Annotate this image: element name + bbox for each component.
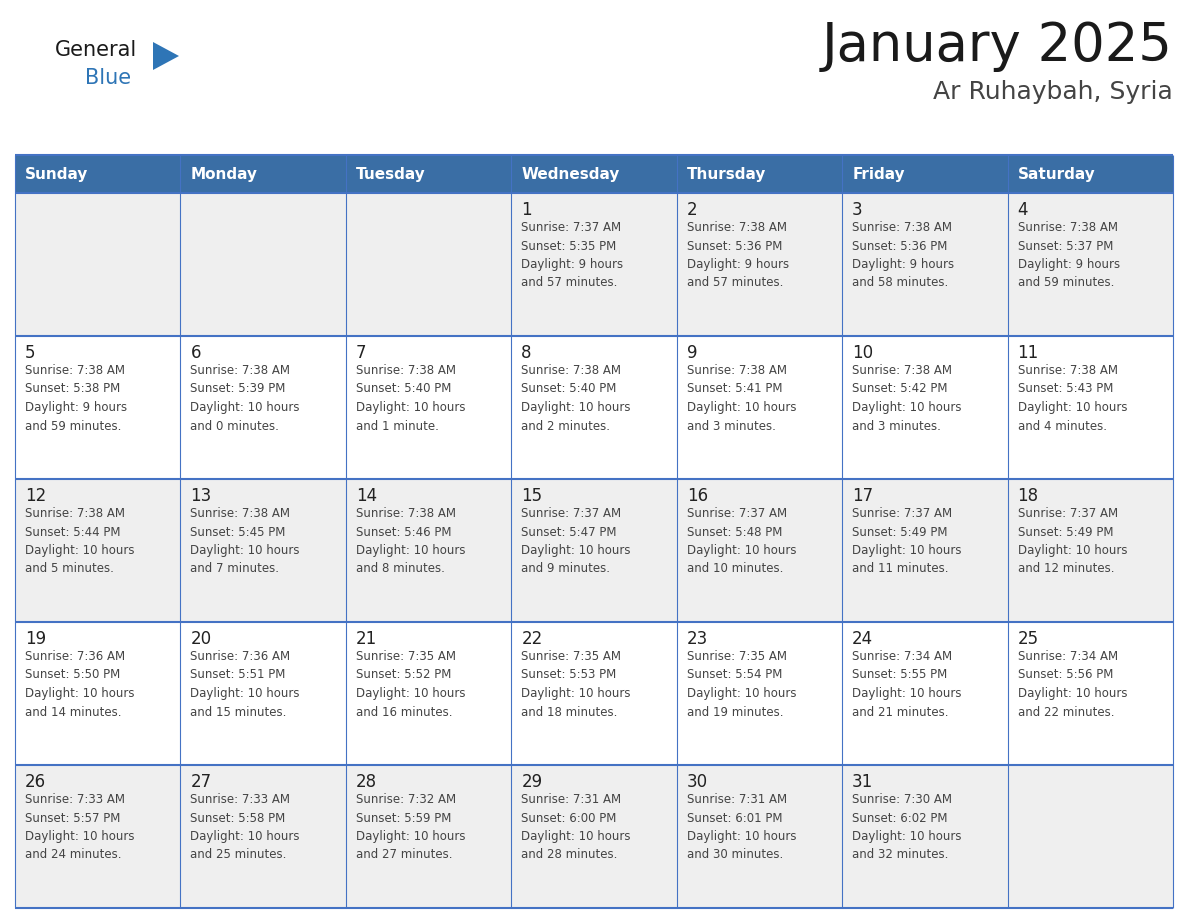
Text: Sunrise: 7:38 AM
Sunset: 5:36 PM
Daylight: 9 hours
and 57 minutes.: Sunrise: 7:38 AM Sunset: 5:36 PM Dayligh… — [687, 221, 789, 289]
Bar — [15, 193, 1173, 336]
Text: 22: 22 — [522, 630, 543, 648]
Text: 16: 16 — [687, 487, 708, 505]
Text: 29: 29 — [522, 773, 543, 791]
Text: 25: 25 — [1018, 630, 1038, 648]
Bar — [1007, 155, 1173, 193]
Text: Sunrise: 7:33 AM
Sunset: 5:57 PM
Daylight: 10 hours
and 24 minutes.: Sunrise: 7:33 AM Sunset: 5:57 PM Dayligh… — [25, 793, 134, 861]
Text: Sunrise: 7:35 AM
Sunset: 5:53 PM
Daylight: 10 hours
and 18 minutes.: Sunrise: 7:35 AM Sunset: 5:53 PM Dayligh… — [522, 650, 631, 719]
Text: Sunrise: 7:38 AM
Sunset: 5:45 PM
Daylight: 10 hours
and 7 minutes.: Sunrise: 7:38 AM Sunset: 5:45 PM Dayligh… — [190, 507, 299, 576]
Text: 11: 11 — [1018, 344, 1038, 362]
Text: 31: 31 — [852, 773, 873, 791]
Text: General: General — [55, 40, 138, 60]
Text: Sunrise: 7:33 AM
Sunset: 5:58 PM
Daylight: 10 hours
and 25 minutes.: Sunrise: 7:33 AM Sunset: 5:58 PM Dayligh… — [190, 793, 299, 861]
Text: Sunrise: 7:37 AM
Sunset: 5:48 PM
Daylight: 10 hours
and 10 minutes.: Sunrise: 7:37 AM Sunset: 5:48 PM Dayligh… — [687, 507, 796, 576]
Text: 15: 15 — [522, 487, 543, 505]
Text: 2: 2 — [687, 201, 697, 219]
Text: Sunrise: 7:38 AM
Sunset: 5:42 PM
Daylight: 10 hours
and 3 minutes.: Sunrise: 7:38 AM Sunset: 5:42 PM Dayligh… — [852, 364, 961, 432]
Text: 3: 3 — [852, 201, 862, 219]
Text: Sunrise: 7:35 AM
Sunset: 5:54 PM
Daylight: 10 hours
and 19 minutes.: Sunrise: 7:35 AM Sunset: 5:54 PM Dayligh… — [687, 650, 796, 719]
Bar — [15, 622, 1173, 765]
Text: Sunday: Sunday — [25, 166, 88, 182]
Text: Tuesday: Tuesday — [356, 166, 425, 182]
Text: Sunrise: 7:34 AM
Sunset: 5:55 PM
Daylight: 10 hours
and 21 minutes.: Sunrise: 7:34 AM Sunset: 5:55 PM Dayligh… — [852, 650, 961, 719]
Text: Sunrise: 7:31 AM
Sunset: 6:00 PM
Daylight: 10 hours
and 28 minutes.: Sunrise: 7:31 AM Sunset: 6:00 PM Dayligh… — [522, 793, 631, 861]
Text: Sunrise: 7:37 AM
Sunset: 5:35 PM
Daylight: 9 hours
and 57 minutes.: Sunrise: 7:37 AM Sunset: 5:35 PM Dayligh… — [522, 221, 624, 289]
Text: 24: 24 — [852, 630, 873, 648]
Text: 10: 10 — [852, 344, 873, 362]
Text: 5: 5 — [25, 344, 36, 362]
Text: Friday: Friday — [852, 166, 905, 182]
Text: Ar Ruhaybah, Syria: Ar Ruhaybah, Syria — [934, 80, 1173, 104]
Text: Sunrise: 7:31 AM
Sunset: 6:01 PM
Daylight: 10 hours
and 30 minutes.: Sunrise: 7:31 AM Sunset: 6:01 PM Dayligh… — [687, 793, 796, 861]
Text: 18: 18 — [1018, 487, 1038, 505]
Text: Sunrise: 7:38 AM
Sunset: 5:43 PM
Daylight: 10 hours
and 4 minutes.: Sunrise: 7:38 AM Sunset: 5:43 PM Dayligh… — [1018, 364, 1127, 432]
Text: Sunrise: 7:38 AM
Sunset: 5:36 PM
Daylight: 9 hours
and 58 minutes.: Sunrise: 7:38 AM Sunset: 5:36 PM Dayligh… — [852, 221, 954, 289]
Text: 8: 8 — [522, 344, 532, 362]
Text: Sunrise: 7:38 AM
Sunset: 5:39 PM
Daylight: 10 hours
and 0 minutes.: Sunrise: 7:38 AM Sunset: 5:39 PM Dayligh… — [190, 364, 299, 432]
Text: 28: 28 — [356, 773, 377, 791]
Text: January 2025: January 2025 — [822, 20, 1173, 72]
Text: Sunrise: 7:38 AM
Sunset: 5:44 PM
Daylight: 10 hours
and 5 minutes.: Sunrise: 7:38 AM Sunset: 5:44 PM Dayligh… — [25, 507, 134, 576]
Bar — [346, 155, 511, 193]
Bar — [15, 765, 1173, 908]
Text: Sunrise: 7:38 AM
Sunset: 5:37 PM
Daylight: 9 hours
and 59 minutes.: Sunrise: 7:38 AM Sunset: 5:37 PM Dayligh… — [1018, 221, 1120, 289]
Text: Sunrise: 7:30 AM
Sunset: 6:02 PM
Daylight: 10 hours
and 32 minutes.: Sunrise: 7:30 AM Sunset: 6:02 PM Dayligh… — [852, 793, 961, 861]
Text: Sunrise: 7:38 AM
Sunset: 5:41 PM
Daylight: 10 hours
and 3 minutes.: Sunrise: 7:38 AM Sunset: 5:41 PM Dayligh… — [687, 364, 796, 432]
Text: Sunrise: 7:36 AM
Sunset: 5:51 PM
Daylight: 10 hours
and 15 minutes.: Sunrise: 7:36 AM Sunset: 5:51 PM Dayligh… — [190, 650, 299, 719]
Bar — [677, 155, 842, 193]
Text: 20: 20 — [190, 630, 211, 648]
Text: 27: 27 — [190, 773, 211, 791]
Text: Sunrise: 7:37 AM
Sunset: 5:49 PM
Daylight: 10 hours
and 11 minutes.: Sunrise: 7:37 AM Sunset: 5:49 PM Dayligh… — [852, 507, 961, 576]
Bar — [842, 155, 1007, 193]
Bar — [181, 155, 346, 193]
Text: Sunrise: 7:37 AM
Sunset: 5:47 PM
Daylight: 10 hours
and 9 minutes.: Sunrise: 7:37 AM Sunset: 5:47 PM Dayligh… — [522, 507, 631, 576]
Text: Wednesday: Wednesday — [522, 166, 620, 182]
Text: 13: 13 — [190, 487, 211, 505]
Bar — [15, 155, 181, 193]
Text: Sunrise: 7:36 AM
Sunset: 5:50 PM
Daylight: 10 hours
and 14 minutes.: Sunrise: 7:36 AM Sunset: 5:50 PM Dayligh… — [25, 650, 134, 719]
Bar — [511, 155, 677, 193]
Text: 17: 17 — [852, 487, 873, 505]
Bar — [15, 336, 1173, 479]
Text: Monday: Monday — [190, 166, 258, 182]
Text: Sunrise: 7:38 AM
Sunset: 5:40 PM
Daylight: 10 hours
and 2 minutes.: Sunrise: 7:38 AM Sunset: 5:40 PM Dayligh… — [522, 364, 631, 432]
Text: Sunrise: 7:38 AM
Sunset: 5:38 PM
Daylight: 9 hours
and 59 minutes.: Sunrise: 7:38 AM Sunset: 5:38 PM Dayligh… — [25, 364, 127, 432]
Text: Sunrise: 7:32 AM
Sunset: 5:59 PM
Daylight: 10 hours
and 27 minutes.: Sunrise: 7:32 AM Sunset: 5:59 PM Dayligh… — [356, 793, 466, 861]
Text: Thursday: Thursday — [687, 166, 766, 182]
Text: 23: 23 — [687, 630, 708, 648]
Text: Sunrise: 7:34 AM
Sunset: 5:56 PM
Daylight: 10 hours
and 22 minutes.: Sunrise: 7:34 AM Sunset: 5:56 PM Dayligh… — [1018, 650, 1127, 719]
Text: 1: 1 — [522, 201, 532, 219]
Polygon shape — [153, 42, 179, 70]
Text: Sunrise: 7:38 AM
Sunset: 5:40 PM
Daylight: 10 hours
and 1 minute.: Sunrise: 7:38 AM Sunset: 5:40 PM Dayligh… — [356, 364, 466, 432]
Text: 7: 7 — [356, 344, 366, 362]
Text: 9: 9 — [687, 344, 697, 362]
Text: 26: 26 — [25, 773, 46, 791]
Text: 14: 14 — [356, 487, 377, 505]
Text: Saturday: Saturday — [1018, 166, 1095, 182]
Text: 21: 21 — [356, 630, 377, 648]
Text: 30: 30 — [687, 773, 708, 791]
Text: 12: 12 — [25, 487, 46, 505]
Text: Sunrise: 7:37 AM
Sunset: 5:49 PM
Daylight: 10 hours
and 12 minutes.: Sunrise: 7:37 AM Sunset: 5:49 PM Dayligh… — [1018, 507, 1127, 576]
Text: Sunrise: 7:38 AM
Sunset: 5:46 PM
Daylight: 10 hours
and 8 minutes.: Sunrise: 7:38 AM Sunset: 5:46 PM Dayligh… — [356, 507, 466, 576]
Text: 19: 19 — [25, 630, 46, 648]
Text: Blue: Blue — [86, 68, 131, 88]
Text: Sunrise: 7:35 AM
Sunset: 5:52 PM
Daylight: 10 hours
and 16 minutes.: Sunrise: 7:35 AM Sunset: 5:52 PM Dayligh… — [356, 650, 466, 719]
Text: 6: 6 — [190, 344, 201, 362]
Text: 4: 4 — [1018, 201, 1028, 219]
Bar — [15, 479, 1173, 622]
